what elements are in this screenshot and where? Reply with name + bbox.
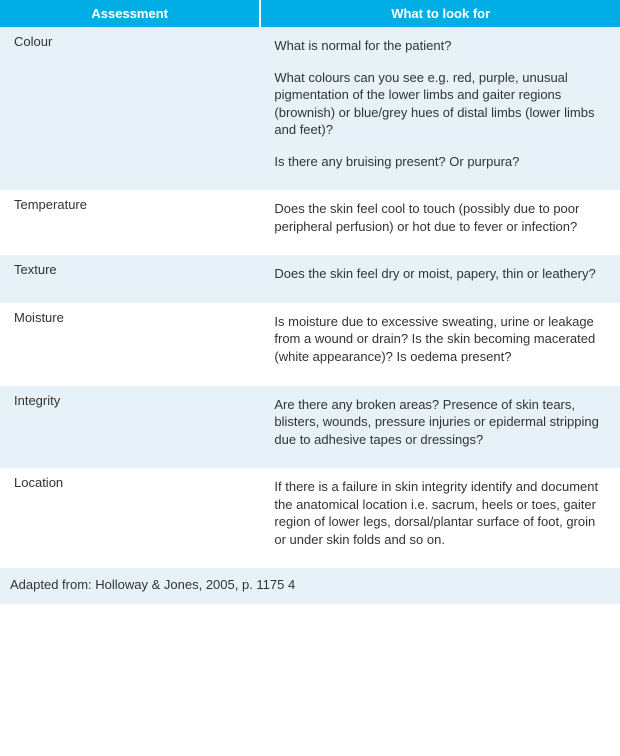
assessment-cell: Colour xyxy=(0,27,260,190)
assessment-table: Assessment What to look for Colour What … xyxy=(0,0,620,604)
column-header-assessment: Assessment xyxy=(0,0,260,27)
assessment-cell: Texture xyxy=(0,255,260,303)
assessment-cell: Location xyxy=(0,468,260,568)
look-for-paragraph: What is normal for the patient? xyxy=(274,37,606,55)
look-for-paragraph: Does the skin feel dry or moist, papery,… xyxy=(274,265,606,283)
table-footer-cell: Adapted from: Holloway & Jones, 2005, p.… xyxy=(0,568,620,604)
assessment-cell: Moisture xyxy=(0,303,260,386)
look-for-paragraph: Is moisture due to excessive sweating, u… xyxy=(274,313,606,366)
assessment-cell: Temperature xyxy=(0,190,260,255)
look-for-cell: If there is a failure in skin integrity … xyxy=(260,468,620,568)
look-for-cell: What is normal for the patient? What col… xyxy=(260,27,620,190)
look-for-paragraph: Is there any bruising present? Or purpur… xyxy=(274,153,606,171)
look-for-paragraph: What colours can you see e.g. red, purpl… xyxy=(274,69,606,139)
column-header-look-for: What to look for xyxy=(260,0,620,27)
look-for-cell: Does the skin feel cool to touch (possib… xyxy=(260,190,620,255)
look-for-cell: Does the skin feel dry or moist, papery,… xyxy=(260,255,620,303)
table-header-row: Assessment What to look for xyxy=(0,0,620,27)
table-row: Moisture Is moisture due to excessive sw… xyxy=(0,303,620,386)
look-for-paragraph: Does the skin feel cool to touch (possib… xyxy=(274,200,606,235)
table-row: Integrity Are there any broken areas? Pr… xyxy=(0,386,620,469)
table-row: Colour What is normal for the patient? W… xyxy=(0,27,620,190)
look-for-cell: Is moisture due to excessive sweating, u… xyxy=(260,303,620,386)
assessment-cell: Integrity xyxy=(0,386,260,469)
look-for-paragraph: If there is a failure in skin integrity … xyxy=(274,478,606,548)
table-row: Location If there is a failure in skin i… xyxy=(0,468,620,568)
table-row: Temperature Does the skin feel cool to t… xyxy=(0,190,620,255)
table-row: Texture Does the skin feel dry or moist,… xyxy=(0,255,620,303)
table-footer-row: Adapted from: Holloway & Jones, 2005, p.… xyxy=(0,568,620,604)
look-for-cell: Are there any broken areas? Presence of … xyxy=(260,386,620,469)
look-for-paragraph: Are there any broken areas? Presence of … xyxy=(274,396,606,449)
